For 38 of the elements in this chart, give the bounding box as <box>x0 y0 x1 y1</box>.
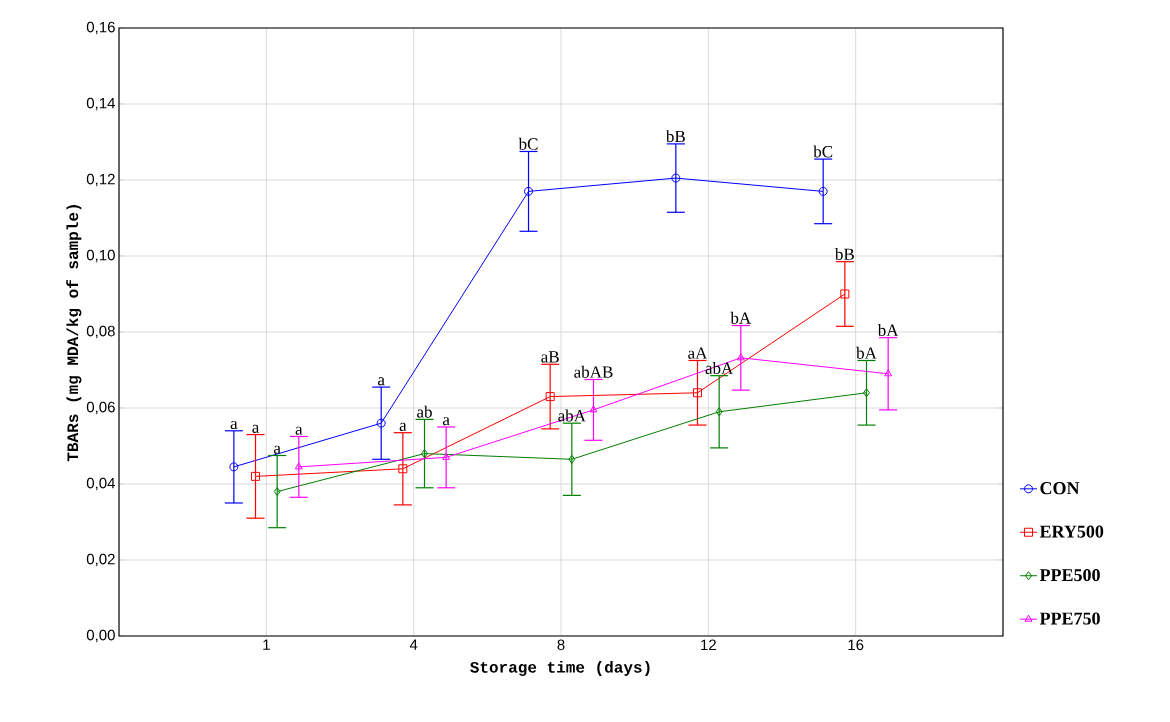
annotation: a <box>378 377 385 386</box>
x-tick-label: 16 <box>848 639 864 651</box>
x-tick-label: 1 <box>263 639 270 650</box>
y-tick-label: 0,14 <box>86 97 116 111</box>
x-axis-title: Storage time (days) <box>470 661 650 676</box>
annotation: a <box>273 445 281 454</box>
y-tick-label: 0,16 <box>86 21 115 35</box>
annotation: aA <box>688 347 708 359</box>
legend-label: PPE750 <box>1039 612 1100 625</box>
x-tick-label: 12 <box>701 639 716 650</box>
y-tick-label: 0,00 <box>86 629 115 643</box>
annotation: a <box>230 420 238 430</box>
y-tick-label: 0,02 <box>86 553 115 567</box>
legend-label: CON <box>1040 482 1080 495</box>
y-tick-label: 0,04 <box>86 477 116 491</box>
annotation: ab <box>417 405 432 418</box>
y-tick-label: 0,12 <box>86 173 115 187</box>
y-tick-label: 0,10 <box>86 249 115 263</box>
annotation: aB <box>541 351 559 363</box>
x-tick-label: 4 <box>409 639 418 650</box>
legend-label: ERY500 <box>1039 525 1104 538</box>
annotation: a <box>442 417 450 426</box>
annotation: bC <box>813 145 833 158</box>
annotation: bB <box>665 130 685 143</box>
annotation: bA <box>877 324 899 336</box>
annotation: bA <box>730 311 752 324</box>
y-axis-title: TBARs (mg MDA/kg of sample) <box>66 205 82 462</box>
annotation: bC <box>518 137 538 150</box>
annotation: a <box>252 424 260 433</box>
annotation: a <box>295 426 303 435</box>
annotation: bA <box>856 346 877 359</box>
x-tick-label: 8 <box>557 639 565 651</box>
annotation: abAB <box>574 365 613 378</box>
legend-label: PPE500 <box>1039 569 1100 582</box>
annotation: bB <box>834 248 854 260</box>
annotation: a <box>399 422 407 431</box>
y-tick-label: 0,08 <box>86 325 115 339</box>
y-tick-label: 0,06 <box>86 401 115 415</box>
